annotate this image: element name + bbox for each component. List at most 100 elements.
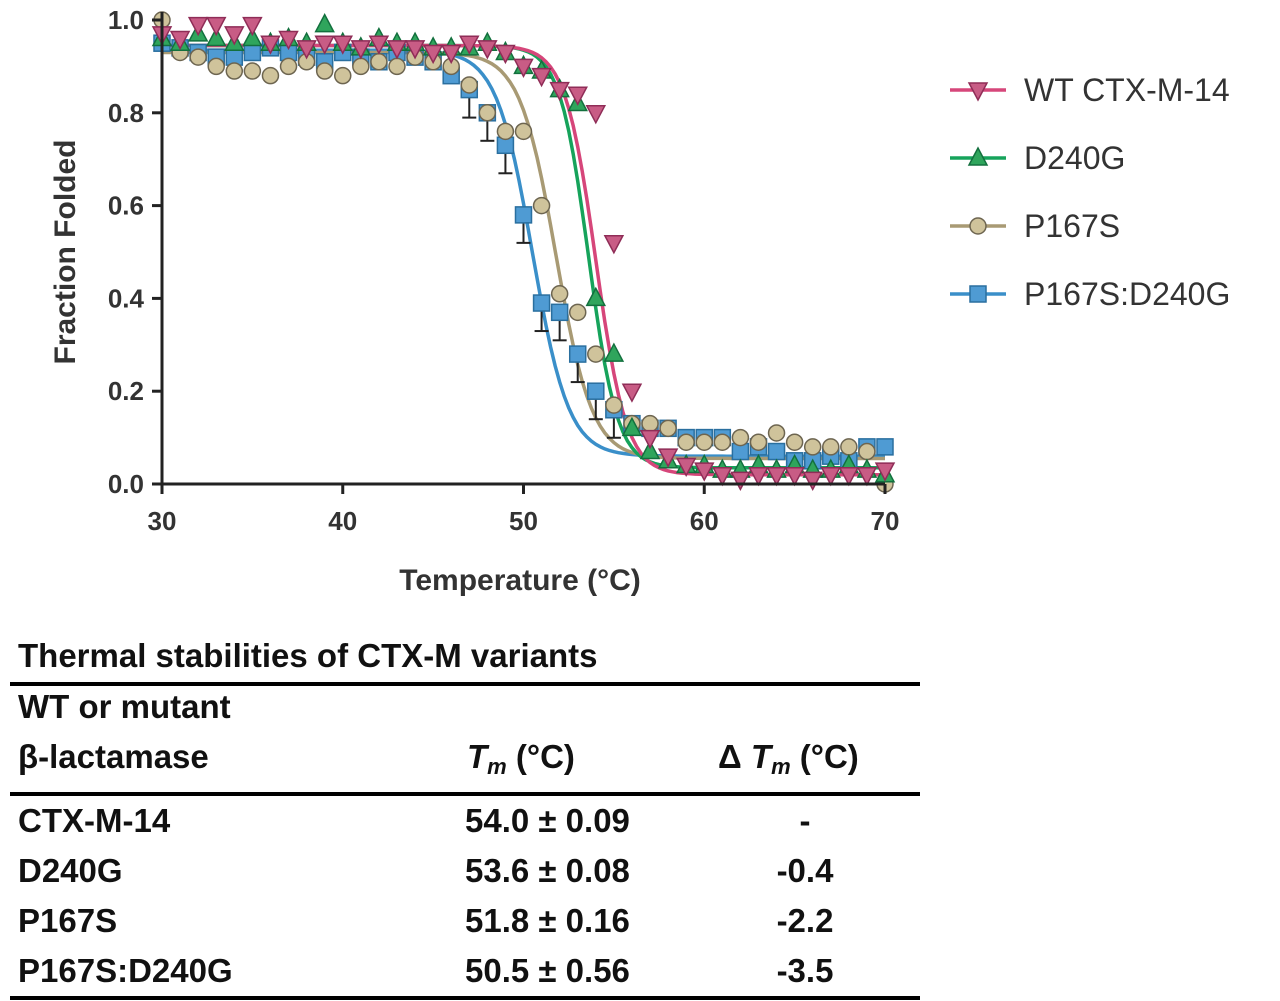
data-point [278,30,299,51]
data-point [876,438,894,456]
data-point [803,438,822,456]
data-point [659,419,677,438]
data-point [748,466,769,487]
legend-label: P167S [1024,208,1120,244]
fit-curve [162,50,885,461]
data-point [386,40,408,60]
data-point [224,26,245,46]
header-delta-symbol: Δ [718,738,751,775]
header-variant-line2: β-lactamase [18,738,209,775]
row-variant: P167S [18,902,118,939]
data-series [153,11,894,493]
data-point [314,35,335,55]
table-row: P167S 51.8 ± 0.16 -2.2 [10,896,920,946]
data-point [440,44,462,65]
data-point [315,62,334,80]
data-point [694,462,715,482]
data-series [153,34,894,470]
row-variant: P167S:D240G [18,952,233,989]
table-header: WT or mutant β-lactamase Tm (°C) Δ Tm (°… [10,686,920,792]
x-axis-ticks: 30 40 50 60 70 [148,484,900,536]
data-point [279,57,298,76]
y-tick-label: 0.6 [108,191,144,221]
data-point [712,466,733,487]
data-point [261,66,280,85]
data-point [296,40,317,60]
data-point [677,433,695,451]
data-point [550,285,569,303]
data-point [531,67,552,88]
data-point [189,48,207,66]
table-header-rule [10,792,920,796]
header-dtm-subscript: m [771,754,791,779]
data-point [205,26,227,47]
table-top-rule [10,682,920,686]
data-point [730,471,751,491]
data-point [585,105,607,125]
legend: WT CTX-M-14 D240G P167S P167S:D240G [950,72,1230,312]
header-dtm-symbol: T [750,738,772,775]
table-row: D240G 53.6 ± 0.08 -0.4 [10,846,920,896]
data-point [568,303,587,322]
data-point [856,466,878,487]
plot-area [151,11,896,493]
data-point [550,303,569,322]
y-axis-ticks: 0.0 0.2 0.4 0.6 0.8 1.0 [108,5,162,499]
table-row: P167S:D240G 50.5 ± 0.56 -3.5 [10,946,920,996]
row-tm: 53.6 ± 0.08 [465,852,630,889]
data-point [585,286,607,307]
data-point [767,424,786,442]
data-point [352,57,370,76]
data-point [657,448,679,468]
y-tick-label: 0.2 [108,376,144,406]
table-title: Thermal stabilities of CTX-M variants [18,637,598,674]
data-point [334,66,352,85]
x-tick-label: 40 [328,506,357,536]
header-variant-line1: WT or mutant [18,688,231,725]
row-delta-tm: -0.4 [776,852,834,889]
data-point [567,86,588,106]
data-point [514,122,533,141]
data-point [242,26,263,47]
data-point [874,462,896,482]
legend-label: P167S:D240G [1024,276,1230,312]
data-point [388,57,406,76]
row-delta-tm: -2.2 [776,902,834,939]
data-point [513,58,534,79]
data-point [621,383,643,403]
y-tick-label: 1.0 [108,5,144,35]
data-point [404,40,426,60]
table-row: CTX-M-14 54.0 ± 0.09 - [10,796,920,846]
y-tick-label: 0.0 [108,469,144,499]
data-point [621,416,643,437]
data-point [838,466,860,487]
data-point [731,428,750,447]
x-tick-label: 70 [871,506,900,536]
data-point [713,433,732,451]
data-point [243,62,262,80]
data-point [675,457,697,478]
x-axis-title: Temperature (°C) [399,564,640,597]
data-point [496,122,515,141]
data-point [370,53,388,71]
data-point [605,396,623,414]
row-variant: D240G [18,852,123,889]
row-delta-tm: - [799,802,811,839]
data-point [587,345,605,363]
header-dtm-unit: (°C) [790,738,859,775]
data-point [314,13,335,33]
data-point [225,62,244,80]
header-tm-subscript: m [487,754,507,779]
y-tick-label: 0.8 [108,98,144,128]
legend-marker [969,285,987,303]
data-series [151,16,896,491]
data-point [514,206,533,224]
row-tm: 51.8 ± 0.16 [465,902,630,939]
data-point [207,57,225,76]
data-point [459,35,480,55]
data-point [368,35,390,55]
data-point [603,234,625,255]
data-point [242,16,263,37]
data-point [802,471,823,491]
data-point [822,438,840,456]
